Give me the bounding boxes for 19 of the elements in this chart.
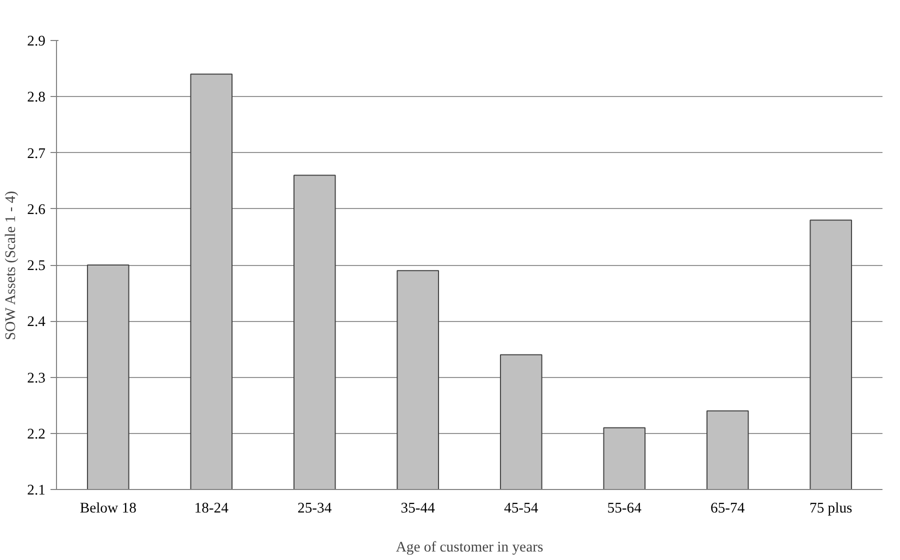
y-tick-label: 2.1: [27, 482, 46, 498]
y-axis-title: SOW Assets (Scale 1 - 4): [3, 190, 20, 340]
y-tick-label: 2.2: [27, 426, 46, 442]
x-tick-label: 25-34: [298, 500, 332, 516]
x-tick-label: 35-44: [400, 500, 436, 516]
x-tick-label: 55-64: [607, 500, 642, 516]
x-axis-title: Age of customer in years: [396, 540, 544, 556]
y-tick-label: 2.6: [27, 202, 46, 218]
y-tick-label: 2.9: [27, 34, 46, 50]
x-tick-label: Below 18: [80, 500, 136, 516]
y-tick-label: 2.7: [27, 146, 46, 162]
x-tick-label: 18-24: [194, 500, 230, 516]
x-tick-label: 45-54: [504, 500, 539, 516]
x-tick-label: 65-74: [710, 500, 746, 516]
y-tick-label: 2.8: [27, 90, 46, 106]
y-tick-label: 2.3: [27, 370, 46, 386]
y-tick-label: 2.5: [27, 258, 46, 274]
x-tick-label: 75 plus: [810, 500, 853, 516]
y-tick-label: 2.4: [27, 314, 46, 330]
